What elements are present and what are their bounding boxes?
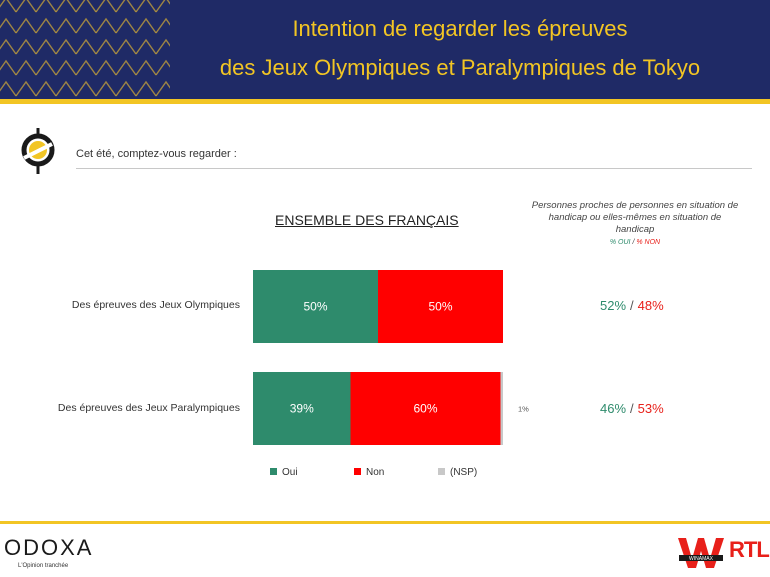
chevron-pattern-stroke bbox=[135, 0, 157, 13]
page-title-line-2: des Jeux Olympiques et Paralympiques de … bbox=[219, 55, 701, 80]
chevron-pattern-stroke bbox=[75, 59, 97, 76]
chevron-pattern-stroke bbox=[55, 38, 77, 55]
chevron-pattern-stroke bbox=[95, 17, 117, 34]
chevron-pattern-stroke bbox=[55, 59, 77, 76]
bar-segment-non bbox=[378, 270, 503, 343]
chevron-pattern-stroke bbox=[115, 0, 137, 13]
chevron-pattern-stroke bbox=[95, 80, 117, 97]
chevron-pattern-stroke bbox=[155, 80, 170, 97]
odoxa-tagline: L'Opinion tranchée bbox=[18, 563, 69, 569]
chevron-pattern-stroke bbox=[15, 80, 37, 97]
subgroup-non-value: 53% bbox=[637, 401, 664, 416]
chevron-pattern-stroke bbox=[15, 17, 37, 34]
chevron-pattern-stroke bbox=[75, 17, 97, 34]
chevron-pattern-stroke bbox=[15, 38, 37, 55]
bar-data-label: 1% bbox=[518, 405, 529, 414]
side-note-legend-oui: % OUI bbox=[609, 239, 631, 246]
chevron-pattern-stroke bbox=[75, 80, 97, 97]
legend-swatch bbox=[438, 468, 445, 475]
legend-label: (NSP) bbox=[450, 467, 478, 478]
bar-data-label: 50% bbox=[303, 300, 327, 314]
winamax-logo-icon: WINAMAX bbox=[678, 538, 724, 568]
chevron-pattern-stroke bbox=[15, 59, 37, 76]
subgroup-oui-value: 52% bbox=[600, 298, 627, 313]
legend-label: Non bbox=[366, 467, 385, 478]
bar-segment-non bbox=[350, 372, 501, 445]
chevron-pattern-stroke bbox=[35, 17, 57, 34]
category-label: Des épreuves des Jeux Olympiques bbox=[71, 299, 240, 311]
chevron-pattern-stroke bbox=[155, 17, 170, 34]
winamax-logo-text: WINAMAX bbox=[689, 556, 714, 562]
bar-data-label: 50% bbox=[428, 300, 452, 314]
odoxa-brand-name: ODOXA bbox=[4, 535, 94, 560]
header-accent-band bbox=[0, 99, 770, 104]
chevron-pattern-stroke bbox=[95, 59, 117, 76]
side-note: Personnes proches de personnes en situat… bbox=[530, 200, 740, 249]
legend-swatch bbox=[354, 468, 361, 475]
bar-segment-nsp bbox=[500, 372, 503, 445]
chevron-pattern-stroke bbox=[95, 0, 117, 13]
chevron-pattern-stroke bbox=[0, 80, 17, 97]
chevron-pattern-stroke bbox=[115, 17, 137, 34]
page-title-line-1: Intention de regarder les épreuves bbox=[292, 16, 628, 41]
legend-item-oui: Oui bbox=[270, 467, 298, 478]
legend-label: Oui bbox=[282, 467, 298, 478]
chevron-pattern-stroke bbox=[75, 0, 97, 13]
rtl-logo: RTL bbox=[729, 537, 770, 562]
chevron-pattern-stroke bbox=[135, 80, 157, 97]
question-divider bbox=[76, 168, 752, 169]
partner-logos: WINAMAX RTL bbox=[676, 535, 770, 576]
category-label: Des épreuves des Jeux Paralympiques bbox=[57, 402, 240, 414]
question-text: Cet été, comptez-vous regarder : bbox=[76, 148, 237, 160]
chevron-pattern-stroke bbox=[115, 80, 137, 97]
side-note-legend-non: % NON bbox=[636, 239, 661, 246]
subgroup-separator: / bbox=[630, 298, 634, 313]
chevron-pattern-stroke bbox=[35, 38, 57, 55]
legend-item-nsp: (NSP) bbox=[438, 467, 477, 478]
chevron-pattern-stroke bbox=[55, 0, 77, 13]
footer-accent-rule bbox=[0, 521, 770, 524]
subgroup-non-value: 48% bbox=[637, 298, 664, 313]
side-note-legend-separator: / bbox=[632, 239, 635, 246]
header-banner: Intention de regarder les épreuves des J… bbox=[0, 0, 770, 99]
chevron-pattern-stroke bbox=[115, 38, 137, 55]
chevron-pattern-stroke bbox=[35, 80, 57, 97]
chevron-pattern-stroke bbox=[0, 17, 17, 34]
chevron-pattern-stroke bbox=[115, 59, 137, 76]
chart-title: ENSEMBLE DES FRANÇAIS bbox=[275, 212, 459, 228]
side-note-legend: % OUI / % NON bbox=[530, 237, 740, 249]
chevron-pattern-stroke bbox=[95, 38, 117, 55]
odoxa-question-icon bbox=[21, 128, 55, 174]
legend-swatch bbox=[270, 468, 277, 475]
chevron-pattern-stroke bbox=[55, 17, 77, 34]
chevron-pattern-icon bbox=[0, 0, 170, 97]
chevron-pattern-stroke bbox=[155, 59, 170, 76]
bar-data-label: 39% bbox=[290, 402, 314, 416]
chevron-pattern-stroke bbox=[55, 80, 77, 97]
subgroup-result: 52%/48% bbox=[600, 298, 664, 313]
bar-segment-oui bbox=[253, 372, 351, 445]
chevron-pattern-stroke bbox=[35, 0, 57, 13]
bar-segment-oui bbox=[253, 270, 378, 343]
chevron-pattern-stroke bbox=[135, 38, 157, 55]
chevron-pattern-stroke bbox=[0, 0, 17, 13]
subgroup-result: 46%/53% bbox=[600, 401, 664, 416]
chevron-pattern-stroke bbox=[0, 38, 17, 55]
odoxa-logo: ODOXA L'Opinion tranchée bbox=[4, 535, 94, 569]
chevron-pattern-stroke bbox=[155, 38, 170, 55]
chevron-pattern-stroke bbox=[155, 0, 170, 13]
chevron-pattern-stroke bbox=[135, 17, 157, 34]
bar-data-label: 60% bbox=[413, 402, 437, 416]
chevron-pattern-stroke bbox=[135, 59, 157, 76]
subgroup-oui-value: 46% bbox=[600, 401, 627, 416]
chevron-pattern-stroke bbox=[0, 59, 17, 76]
subgroup-separator: / bbox=[630, 401, 634, 416]
chevron-pattern-stroke bbox=[75, 38, 97, 55]
chevron-pattern-stroke bbox=[35, 59, 57, 76]
legend-item-non: Non bbox=[354, 467, 384, 478]
side-note-text: Personnes proches de personnes en situat… bbox=[531, 200, 739, 235]
chevron-pattern-stroke bbox=[15, 0, 37, 13]
